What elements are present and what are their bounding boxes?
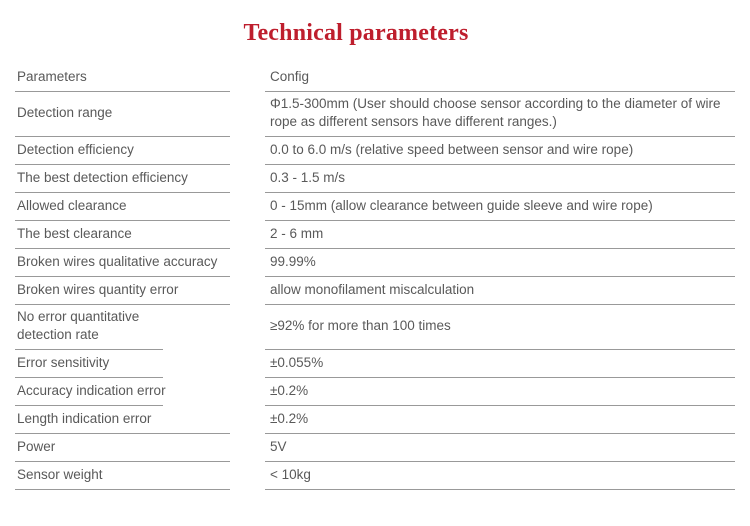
config-value-cell: allow monofilament miscalculation <box>265 277 735 305</box>
config-value: 99.99% <box>270 253 316 269</box>
config-value-cell: ±0.2% <box>265 378 735 406</box>
page-title: Technical parameters <box>243 20 469 46</box>
table-row: No error quantitative detection rate ≥92… <box>0 305 750 350</box>
parameter-name-cell: Power <box>15 434 230 462</box>
config-value: Φ1.5-300mm (User should choose sensor ac… <box>270 96 721 129</box>
parameter-name-cell: No error quantitative detection rate <box>15 305 230 350</box>
column-spacer <box>230 277 265 305</box>
parameter-name-cell: Length indication error <box>15 406 230 434</box>
parameter-name-cell: Broken wires qualitative accuracy <box>15 249 230 277</box>
column-spacer <box>230 434 265 462</box>
table-row: Length indication error ±0.2% <box>0 406 750 434</box>
table-row: Power 5V <box>0 434 750 462</box>
column-spacer <box>230 92 265 137</box>
table-row: The best detection efficiency 0.3 - 1.5 … <box>0 165 750 193</box>
parameter-name-cell: Accuracy indication error <box>15 378 230 406</box>
column-spacer <box>230 221 265 249</box>
parameter-name: Broken wires qualitative accuracy <box>17 253 218 269</box>
config-value: < 10kg <box>270 466 311 482</box>
parameters-header-label: Parameters <box>17 68 87 84</box>
column-spacer <box>230 249 265 277</box>
config-value-cell: ±0.055% <box>265 350 735 378</box>
parameter-name: Detection efficiency <box>17 141 134 157</box>
config-value-cell: 0.0 to 6.0 m/s (relative speed between s… <box>265 137 735 165</box>
parameter-name: Broken wires quantity error <box>17 281 179 297</box>
parameter-name: Power <box>17 438 56 454</box>
parameter-name: Length indication error <box>17 410 152 426</box>
column-spacer <box>230 378 265 406</box>
config-value-cell: 2 - 6 mm <box>265 221 735 249</box>
config-value-cell: ≥92% for more than 100 times <box>265 305 735 350</box>
table-row: Error sensitivity ±0.055% <box>0 350 750 378</box>
column-spacer <box>230 350 265 378</box>
parameter-name-cell: Sensor weight <box>15 462 230 490</box>
table-row: Broken wires quantity error allow monofi… <box>0 277 750 305</box>
column-spacer <box>230 462 265 490</box>
parameter-name: The best detection efficiency <box>17 169 188 185</box>
column-spacer <box>230 137 265 165</box>
parameter-name: Accuracy indication error <box>17 382 166 398</box>
config-value: 0.3 - 1.5 m/s <box>270 169 346 185</box>
table-row: Allowed clearance 0 - 15mm (allow cleara… <box>0 193 750 221</box>
config-value-cell: 0.3 - 1.5 m/s <box>265 165 735 193</box>
config-value-cell: < 10kg <box>265 462 735 490</box>
config-value: ±0.055% <box>270 354 324 370</box>
parameter-name-cell: The best detection efficiency <box>15 165 230 193</box>
parameter-name: Sensor weight <box>17 466 103 482</box>
config-value-cell: 99.99% <box>265 249 735 277</box>
column-spacer <box>230 406 265 434</box>
config-value-cell: ±0.2% <box>265 406 735 434</box>
parameter-name-cell: Detection range <box>15 92 230 137</box>
column-spacer <box>230 64 265 92</box>
table-row: Detection range Φ1.5-300mm (User should … <box>0 92 750 137</box>
parameter-name: No error quantitative detection rate <box>17 309 140 342</box>
parameter-name: The best clearance <box>17 225 132 241</box>
title-container: Technical parameters <box>0 0 712 47</box>
config-header-cell: Config <box>265 64 735 92</box>
parameters-header-cell: Parameters <box>15 64 230 92</box>
config-value-cell: 5V <box>265 434 735 462</box>
column-spacer <box>230 165 265 193</box>
config-value: 2 - 6 mm <box>270 225 324 241</box>
config-value: allow monofilament miscalculation <box>270 281 475 297</box>
config-value: ≥92% for more than 100 times <box>270 318 451 334</box>
table-row: The best clearance 2 - 6 mm <box>0 221 750 249</box>
parameter-name: Allowed clearance <box>17 197 127 213</box>
table-header-row: Parameters Config <box>0 64 750 92</box>
table-row: Broken wires qualitative accuracy 99.99% <box>0 249 750 277</box>
config-value: ±0.2% <box>270 410 309 426</box>
parameter-name: Detection range <box>17 105 113 121</box>
parameter-name-cell: Allowed clearance <box>15 193 230 221</box>
parameter-name-cell: Detection efficiency <box>15 137 230 165</box>
config-value-cell: 0 - 15mm (allow clearance between guide … <box>265 193 735 221</box>
config-value-cell: Φ1.5-300mm (User should choose sensor ac… <box>265 92 735 137</box>
config-value: ±0.2% <box>270 382 309 398</box>
table-body: Detection range Φ1.5-300mm (User should … <box>0 92 750 490</box>
parameter-name-cell: Broken wires quantity error <box>15 277 230 305</box>
config-value: 0.0 to 6.0 m/s (relative speed between s… <box>270 141 634 157</box>
column-spacer <box>230 305 265 350</box>
config-value: 5V <box>270 438 287 454</box>
config-value: 0 - 15mm (allow clearance between guide … <box>270 197 653 213</box>
column-spacer <box>230 193 265 221</box>
config-header-label: Config <box>270 68 310 84</box>
table-row: Accuracy indication error ±0.2% <box>0 378 750 406</box>
parameter-name-cell: The best clearance <box>15 221 230 249</box>
parameters-table: Parameters Config Detection range Φ1.5-3… <box>0 64 750 490</box>
parameter-name: Error sensitivity <box>17 354 110 370</box>
parameter-name-cell: Error sensitivity <box>15 350 230 378</box>
table-row: Detection efficiency 0.0 to 6.0 m/s (rel… <box>0 137 750 165</box>
table-row: Sensor weight < 10kg <box>0 462 750 490</box>
